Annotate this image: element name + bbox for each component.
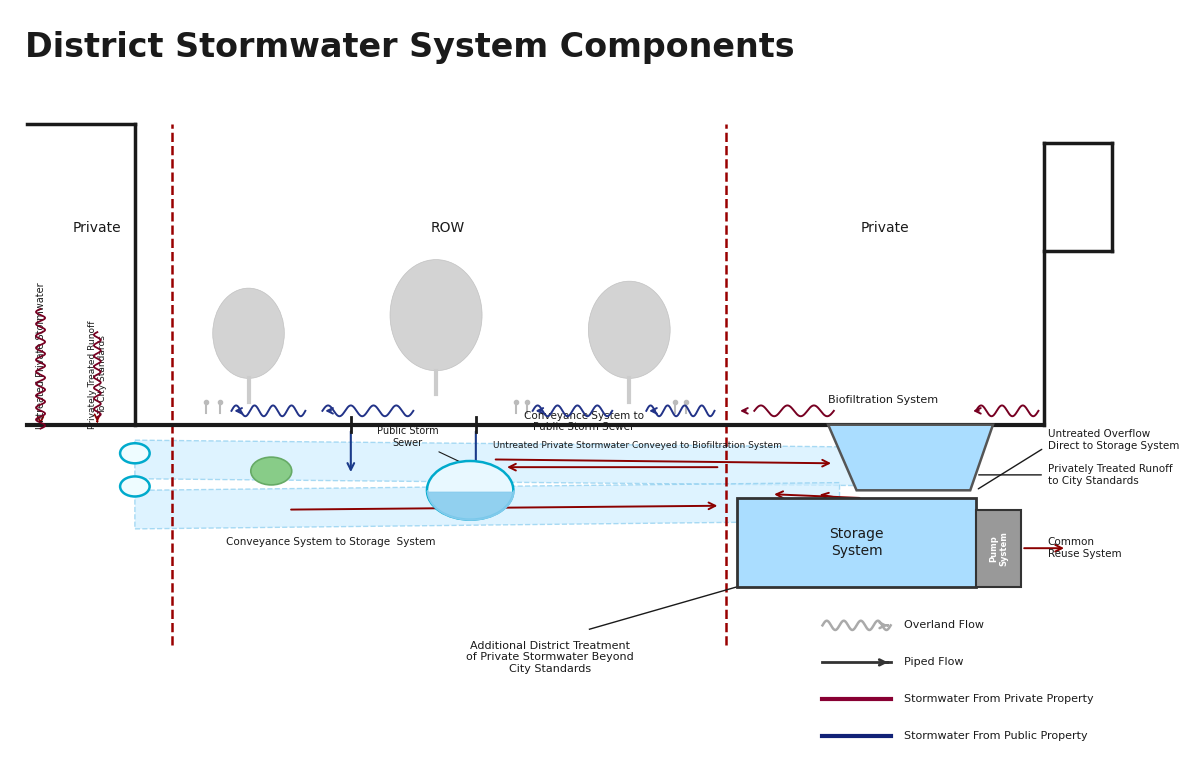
Bar xyxy=(976,509,1021,587)
Circle shape xyxy=(427,461,514,519)
Ellipse shape xyxy=(390,260,482,370)
Text: Private: Private xyxy=(73,221,121,235)
Text: Private: Private xyxy=(860,221,910,235)
Ellipse shape xyxy=(212,288,284,378)
Circle shape xyxy=(120,477,150,497)
Bar xyxy=(737,498,976,587)
Text: Privately Treated Runoff
to City Standards: Privately Treated Runoff to City Standar… xyxy=(1048,464,1172,486)
Circle shape xyxy=(120,443,150,463)
Text: Pump
System: Pump System xyxy=(989,530,1008,566)
Ellipse shape xyxy=(588,282,670,378)
Text: Privately Treated Runoff
To City Standards: Privately Treated Runoff To City Standar… xyxy=(88,321,107,429)
Text: Stormwater From Public Property: Stormwater From Public Property xyxy=(905,732,1088,742)
Text: Untreated Private Stormwater Conveyed to Biofiltration System: Untreated Private Stormwater Conveyed to… xyxy=(493,441,781,450)
Polygon shape xyxy=(828,425,992,491)
Polygon shape xyxy=(134,440,953,487)
Text: Biofiltration System: Biofiltration System xyxy=(828,395,938,406)
Text: ROW: ROW xyxy=(431,221,464,235)
Text: Untreated Private Stormwater: Untreated Private Stormwater xyxy=(36,282,46,428)
Text: Public Storm
Sewer: Public Storm Sewer xyxy=(377,427,480,472)
Text: Conveyance System to Storage  System: Conveyance System to Storage System xyxy=(226,537,436,547)
Polygon shape xyxy=(134,483,840,529)
Text: Common
Reuse System: Common Reuse System xyxy=(1048,537,1121,559)
Text: Storage
System: Storage System xyxy=(829,527,884,558)
Text: Untreated Overflow
Direct to Storage System: Untreated Overflow Direct to Storage Sys… xyxy=(1048,429,1178,451)
Text: Overland Flow: Overland Flow xyxy=(905,620,984,630)
Text: District Stormwater System Components: District Stormwater System Components xyxy=(25,31,794,64)
Text: Conveyance System to
Public Storm Sewer: Conveyance System to Public Storm Sewer xyxy=(524,411,644,432)
Text: Additional District Treatment
of Private Stormwater Beyond
City Standards: Additional District Treatment of Private… xyxy=(466,641,634,674)
Circle shape xyxy=(251,457,292,485)
Text: Stormwater From Private Property: Stormwater From Private Property xyxy=(905,694,1094,704)
Text: Piped Flow: Piped Flow xyxy=(905,658,964,668)
